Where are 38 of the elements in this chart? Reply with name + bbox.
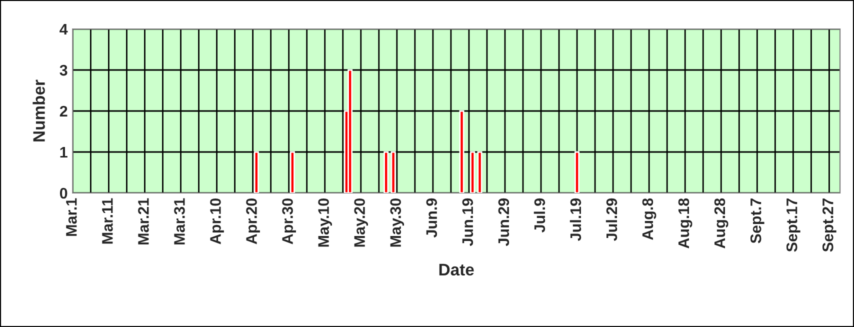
x-tick-label: Jun.29 [498, 198, 510, 246]
bar [290, 151, 295, 193]
x-tick-label: Apr.20 [246, 198, 260, 244]
bar [390, 151, 396, 193]
x-tick-label: Mar.1 [66, 198, 77, 236]
x-tick-label: Sept.17 [786, 198, 800, 252]
x-tick-label: Aug.18 [678, 198, 692, 248]
bar [384, 151, 389, 193]
x-tick-label: Jul.19 [570, 198, 582, 241]
x-axis-title: Date [439, 264, 474, 276]
y-tick-label: 0 [60, 188, 68, 199]
bar [477, 151, 482, 193]
x-tick-label: May.10 [318, 198, 332, 247]
x-tick-label: Sept.7 [750, 198, 764, 244]
y-tick-label: 2 [60, 106, 68, 117]
y-axis-title: Number [32, 80, 45, 142]
x-tick-label: Mar.21 [138, 198, 149, 244]
x-tick-label: Apr.30 [282, 198, 296, 244]
x-tick-label: Jul.29 [606, 198, 618, 241]
y-tick-label: 1 [60, 147, 68, 158]
x-tick-label: Jun.9 [426, 198, 438, 238]
bar [254, 151, 259, 193]
bar [459, 110, 464, 193]
x-tick-label: Sept.27 [822, 198, 836, 252]
y-tick-label: 4 [60, 24, 68, 35]
x-tick-label: May.20 [354, 198, 368, 247]
bar [470, 151, 476, 193]
bar [574, 151, 580, 193]
x-tick-label: May.30 [390, 198, 404, 247]
x-tick-label: Aug.8 [642, 198, 656, 240]
x-tick-label: Aug.28 [714, 198, 728, 248]
x-tick-label: Mar.11 [102, 198, 113, 244]
x-tick-label: Apr.10 [210, 198, 224, 244]
y-tick-label: 3 [60, 64, 68, 76]
x-tick-label: Mar.31 [174, 198, 185, 244]
x-tick-label: Jun.19 [462, 198, 474, 246]
x-tick-label: Jul.9 [534, 198, 546, 232]
bar [348, 69, 353, 193]
